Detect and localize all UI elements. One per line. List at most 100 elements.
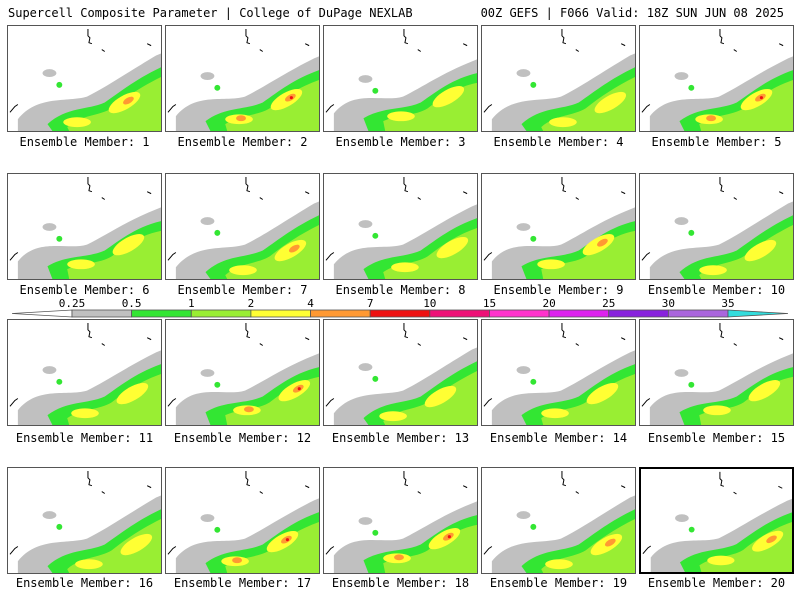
coastline-segment [9,398,19,407]
colorbar-tick-label: 30 [662,298,675,310]
colorbar-segment [429,309,490,318]
ensemble-member-map [483,470,635,573]
scp-1-region [699,225,793,279]
ensemble-member-panel[interactable] [639,173,794,280]
scp-2-region [586,382,619,405]
scp-025-region [358,363,373,372]
scp-contours [175,201,319,279]
ensemble-member-panel[interactable] [323,467,478,574]
coastline-segment [325,398,335,407]
ensemble-member-panel[interactable] [323,319,478,426]
colorbar-segment [667,309,729,318]
ensemble-member-map [9,470,161,573]
coastline-segment [87,176,93,193]
ensemble-member-panel[interactable] [7,319,162,426]
ensemble-member-panel[interactable] [639,319,794,426]
coastline-outline [9,470,152,555]
scp-contours [175,353,319,425]
scp-05-region [530,235,537,242]
ensemble-member-panel[interactable] [165,319,320,426]
scp-2-region [391,262,419,273]
coastline-segment [325,546,335,555]
scp-7-region [447,535,451,539]
colorbar-tick-label: 4 [307,298,314,310]
scp-1-region [225,225,319,279]
coastline-segment [146,485,152,489]
scp-025-region [42,223,57,231]
ensemble-member-panel[interactable] [165,25,320,132]
ensemble-member-panel[interactable] [323,25,478,132]
scp-7-region [297,387,301,391]
scp-2-region [63,117,91,128]
coastline-segment [575,491,580,494]
coastline-outline [9,322,152,407]
ensemble-member-panel[interactable] [7,25,162,132]
scp-025-region [516,69,531,78]
scp-05-region [56,523,63,530]
scp-2-region [541,408,569,419]
ensemble-member-map [9,322,161,425]
colorbar-segment [12,309,73,318]
scp-4-region [123,96,134,105]
ensemble-member-map [641,322,793,425]
colorbar-segment [71,309,133,318]
ensemble-member-map [325,28,477,131]
coastline-segment [259,49,264,52]
coastline-segment [87,28,93,45]
scp-2-region [537,259,565,270]
ensemble-member-panel[interactable] [481,319,636,426]
scp-05-region [372,232,379,239]
colorbar-tick-label: 0.5 [122,298,142,310]
ensemble-member-panel[interactable] [7,467,162,574]
scp-2-region [71,408,99,419]
coastline-segment [719,176,725,193]
scp-05-region [530,81,537,88]
ensemble-member-panel[interactable] [639,467,794,574]
ensemble-member-label: Ensemble Member: 3 [335,135,466,149]
scp-2-region [545,559,573,570]
scp-025-region [516,511,531,520]
ensemble-member-panel[interactable] [165,467,320,574]
coastline-outline [641,28,784,113]
coastline-segment [575,343,580,346]
coastline-segment [304,191,310,195]
coastline-segment [620,485,626,489]
coastline-segment [304,43,310,47]
scp-05-region [372,375,379,382]
scp-025-region [42,366,57,374]
coastline-segment [719,471,724,487]
ensemble-member-label: Ensemble Member: 18 [331,576,470,590]
ensemble-member-label: Ensemble Member: 10 [647,283,786,297]
scp-contours [17,207,161,279]
ensemble-member-map [325,176,477,279]
ensemble-member-panel[interactable] [323,173,478,280]
scp-025-region [358,517,373,525]
scp-contours [333,347,477,425]
coastline-outline [167,176,310,261]
scp-contours [175,498,319,573]
ensemble-member-panel[interactable] [639,25,794,132]
coastline-segment [9,546,19,555]
coastline-segment [641,398,651,407]
ensemble-member-label: Ensemble Member: 6 [19,283,150,297]
ensemble-member-map [167,176,319,279]
ensemble-member-map [325,470,477,573]
coastline-segment [561,470,567,487]
scp-2-region [748,380,781,402]
scp-05-region [214,84,221,91]
ensemble-member-panel[interactable] [165,173,320,280]
ensemble-member-panel[interactable] [481,25,636,132]
ensemble-member-map [483,28,635,131]
coastline-segment [561,28,567,45]
scp-4-region [394,554,404,561]
scp-05-region [530,378,537,385]
ensemble-member-panel[interactable] [7,173,162,280]
coastline-segment [146,191,152,195]
ensemble-member-panel[interactable] [481,173,636,280]
ensemble-member-panel[interactable] [481,467,636,574]
coastline-segment [304,337,310,341]
ensemble-member-map [641,176,793,279]
coastline-segment [403,176,409,193]
scp-contours [650,498,792,572]
coastline-segment [101,49,106,52]
